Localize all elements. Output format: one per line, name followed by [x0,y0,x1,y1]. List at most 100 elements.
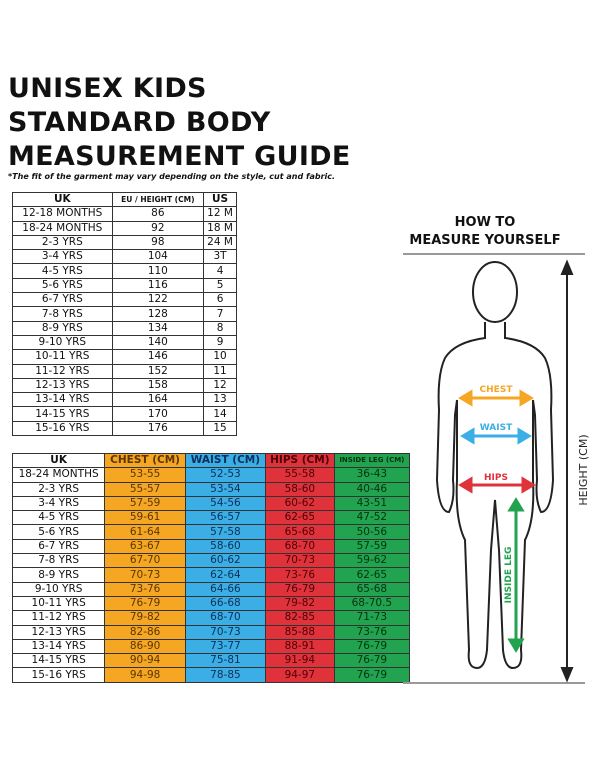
table-cell: 7-8 YRS [12,306,113,322]
table-cell: 6 [203,292,237,308]
table-cell: 10-11 YRS [12,349,113,365]
table-cell: 94-98 [104,667,186,683]
fit-note: *The fit of the garment may vary dependi… [8,172,336,181]
table-cell: 10-11 YRS [11,595,106,612]
table-row: 6-7 YRS 122 6 [12,292,237,308]
table-row: 15-16 YRS 94-98 78-85 94-97 76-79 [11,667,411,683]
table-cell: 92 [111,220,205,236]
table-row: 4-5 YRS 59-61 56-57 62-65 47-52 [11,510,411,526]
table-cell: 56-57 [184,510,266,526]
table-row: 9-10 YRS 140 9 [12,334,237,351]
table-row: 2-3 YRS 98 24 M [12,234,237,251]
table-cell: 116 [111,277,205,294]
table-cell: 62-65 [264,510,335,526]
table-cell: 65-68 [333,581,411,597]
table-cell: 66-68 [184,595,266,612]
table-cell: 7 [203,306,237,322]
table-cell: 57-58 [184,524,266,540]
table-row: 18-24 MONTHS 53-55 52-53 55-58 36-43 [11,467,411,483]
table-cell: 76-79 [104,595,186,612]
table-cell: 76-79 [333,667,411,683]
table-cell: 2-3 YRS [11,481,106,497]
waist-arrow [460,427,532,445]
table-cell: 11-12 YRS [12,363,113,379]
table-cell: 8 [203,320,237,336]
table-cell: 65-68 [264,524,335,540]
table-cell: 76-79 [264,581,335,597]
table-cell: 57-59 [333,538,411,555]
table-cell: 12-13 YRS [12,377,113,394]
table-cell: 55-57 [104,481,186,497]
height-label: HEIGHT (CM) [577,434,590,505]
table-cell: 14 [203,406,237,422]
how-to-line: HOW TO [454,215,516,230]
how-to-line: MEASURE YOURSELF [409,233,561,248]
hips-arrow [458,476,536,494]
table-row: 18-24 MONTHS 92 18 M [12,220,237,236]
table-cell: 2-3 YRS [12,234,113,251]
table-cell: 64-66 [184,581,266,597]
table-cell: 12 [203,377,237,394]
column-header: WAIST (CM) [184,452,266,469]
table-row: 7-8 YRS 128 7 [12,306,237,322]
table-cell: 5-6 YRS [11,524,106,540]
table-cell: 8-9 YRS [12,320,113,336]
table-cell: 8-9 YRS [11,567,106,583]
table-cell: 18-24 MONTHS [12,220,113,236]
waist-label: WAIST [480,423,513,433]
table-cell: 60-62 [184,553,266,569]
table-cell: 6-7 YRS [12,292,113,308]
how-to-heading: HOW TO MEASURE YOURSELF [395,214,575,250]
table-cell: 10 [203,349,237,365]
table-cell: 12-13 YRS [11,624,106,640]
table-cell: 110 [111,263,205,279]
table-cell: 94-97 [264,667,335,683]
table-row: 11-12 YRS 79-82 68-70 82-85 71-73 [11,610,411,626]
table-row: 5-6 YRS 116 5 [12,277,237,294]
table-cell: 52-53 [184,467,266,483]
table-cell: 6-7 YRS [11,538,106,555]
table-row: 8-9 YRS 70-73 62-64 73-76 62-65 [11,567,411,583]
table-cell: 79-82 [104,610,186,626]
table-row: 7-8 YRS 67-70 60-62 70-73 59-62 [11,553,411,569]
body-figure: CHEST WAIST HIPS INSIDE LEG HEIGHT (CM) [403,253,590,684]
table-cell: 58-60 [264,481,335,497]
table-cell: 128 [111,306,205,322]
table-cell: 3-4 YRS [11,495,106,512]
table-cell: 85-88 [264,624,335,640]
table-cell: 15 [203,420,237,437]
table-row: 10-11 YRS 146 10 [12,349,237,365]
page-title: UNISEX KIDS STANDARD BODY MEASUREMENT GU… [8,72,351,174]
table-cell: 170 [111,406,205,422]
table-cell: 70-73 [264,553,335,569]
table-cell: 88-91 [264,638,335,655]
table-cell: 164 [111,392,205,408]
table-cell: 68-70.5 [333,595,411,612]
column-header: INSIDE LEG (CM) [333,452,411,469]
table-cell: 73-76 [104,581,186,597]
table-cell: 98 [111,234,205,251]
table-cell: 54-56 [184,495,266,512]
table-cell: 5-6 YRS [12,277,113,294]
table-cell: 14-15 YRS [12,406,113,422]
table-cell: 68-70 [264,538,335,555]
table-cell: 13-14 YRS [11,638,106,655]
table-cell: 104 [111,249,205,265]
hips-label: HIPS [484,473,508,483]
height-arrow [560,259,574,683]
table-cell: 59-61 [104,510,186,526]
table-row: 10-11 YRS 76-79 66-68 79-82 68-70.5 [11,595,411,612]
chest-label: CHEST [480,385,514,395]
title-line: MEASUREMENT GUIDE [8,141,351,172]
table-row: 13-14 YRS 86-90 73-77 88-91 76-79 [11,638,411,655]
column-header: UK [12,191,113,208]
table-cell: 47-52 [333,510,411,526]
table-cell: 50-56 [333,524,411,540]
inside-leg-label: INSIDE LEG [504,547,514,604]
table-cell: 11-12 YRS [11,610,106,626]
title-line: STANDARD BODY [8,107,271,138]
table-cell: 75-81 [184,653,266,669]
table-cell: 73-77 [184,638,266,655]
table-row: 12-13 YRS 158 12 [12,377,237,394]
